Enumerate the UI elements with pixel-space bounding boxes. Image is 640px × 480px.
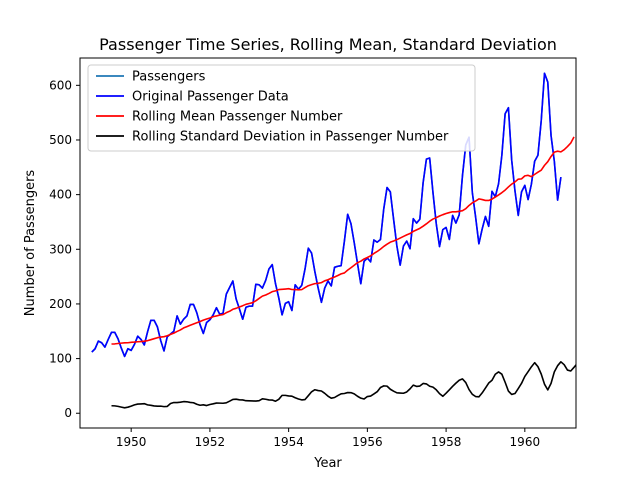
y-tick-label: 100	[49, 352, 72, 366]
x-tick-label: 1956	[352, 435, 383, 449]
legend-label: Rolling Mean Passenger Number	[132, 110, 343, 125]
chart-title: Passenger Time Series, Rolling Mean, Sta…	[99, 35, 557, 54]
plot-frame	[79, 57, 577, 429]
x-tick-label: 1958	[431, 435, 462, 449]
legend-label: Rolling Standard Deviation in Passenger …	[132, 130, 449, 145]
series-line-3	[111, 361, 576, 409]
x-tick-label: 1954	[273, 435, 304, 449]
x-tick-label: 1960	[510, 435, 541, 449]
legend: Passengers Original Passenger Data Rolling…	[87, 64, 476, 152]
y-tick-label: 300	[49, 242, 72, 256]
y-tick-label: 500	[49, 133, 72, 147]
x-tick-label: 1950	[116, 435, 147, 449]
x-tick-label: 1952	[195, 435, 226, 449]
legend-box	[87, 64, 476, 152]
y-tick-label: 200	[49, 297, 72, 311]
y-axis-label: Number of Passengers	[23, 170, 38, 317]
plot-area	[91, 72, 576, 409]
y-tick-label: 600	[49, 78, 72, 92]
legend-label: Original Passenger Data	[132, 90, 289, 105]
x-axis-label: Year	[313, 456, 342, 471]
y-tick-label: 400	[49, 188, 72, 202]
series-line-2	[111, 136, 575, 345]
y-tick-label: 0	[64, 406, 72, 420]
legend-label: Passengers	[132, 70, 206, 85]
